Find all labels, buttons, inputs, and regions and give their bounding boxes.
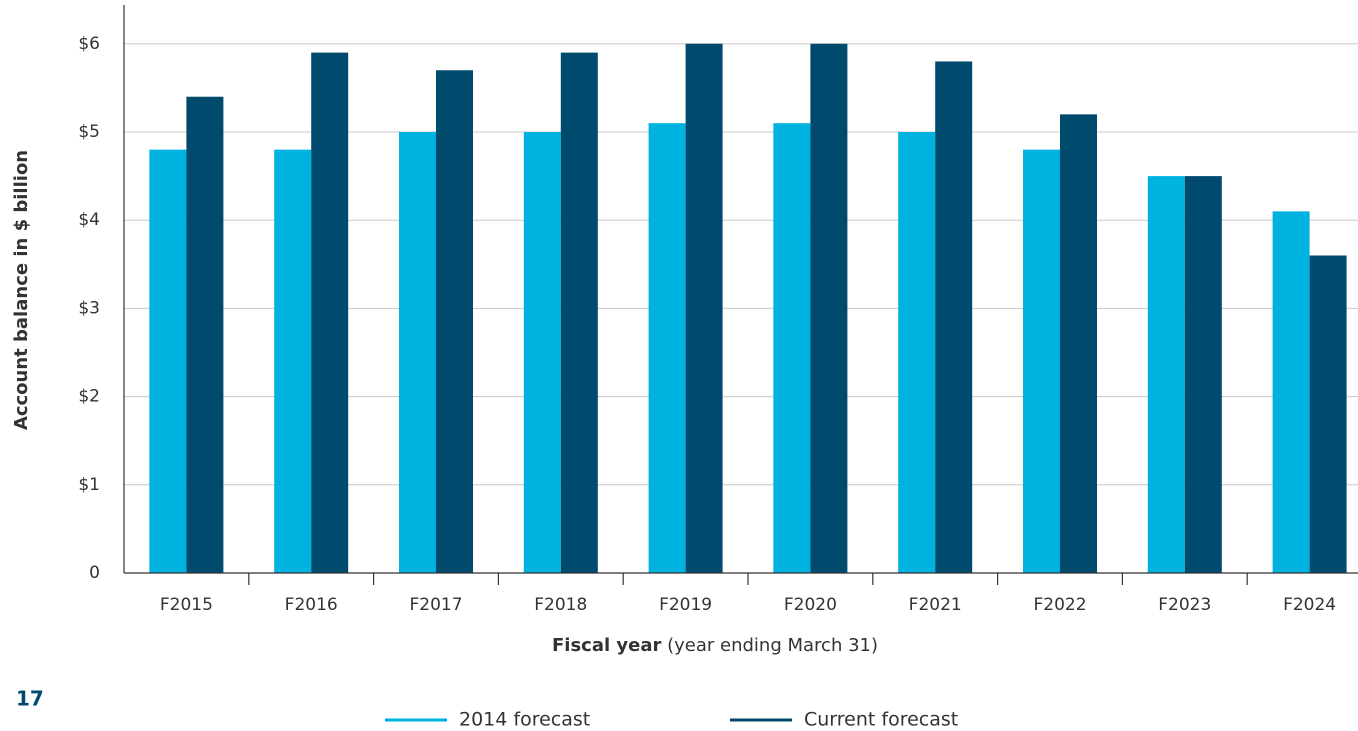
y-tick-label: $4 — [78, 210, 100, 230]
x-tick-label: F2021 — [909, 595, 962, 615]
x-tick-label: F2019 — [659, 595, 712, 615]
bar — [436, 70, 473, 573]
bar — [1309, 255, 1347, 573]
y-tick-label: $2 — [78, 387, 100, 407]
bar — [523, 132, 561, 573]
x-tick-label: F2018 — [534, 595, 587, 615]
bar — [186, 96, 224, 573]
x-axis-label: Fiscal year (year ending March 31) — [552, 635, 878, 656]
bar — [560, 52, 598, 574]
bar — [648, 123, 686, 573]
x-tick-label: F2022 — [1033, 595, 1086, 615]
bar — [773, 123, 811, 573]
bar — [1184, 176, 1222, 573]
y-tick-label: $6 — [78, 34, 100, 54]
page-number: 17 — [16, 687, 44, 711]
legend-label: 2014 forecast — [459, 709, 590, 731]
bar — [935, 61, 973, 573]
x-tick-label: F2020 — [784, 595, 837, 615]
y-tick-label: 0 — [89, 563, 100, 583]
bar — [399, 132, 436, 573]
bar — [311, 52, 349, 574]
bar — [1147, 176, 1185, 573]
x-tick-label: F2024 — [1283, 595, 1336, 615]
y-tick-label: $1 — [78, 475, 100, 495]
x-tick-label: F2017 — [409, 595, 462, 615]
x-axis-label-main: Fiscal year — [552, 635, 662, 656]
bar — [1060, 114, 1097, 574]
bar — [898, 132, 936, 573]
bar — [810, 43, 848, 574]
y-axis-label: Account balance in $ billion — [11, 150, 32, 430]
bar — [1023, 149, 1060, 573]
x-tick-label: F2023 — [1158, 595, 1211, 615]
y-tick-label: $3 — [78, 298, 100, 318]
bar — [274, 149, 312, 573]
x-tick-label: F2015 — [160, 595, 213, 615]
x-axis-label-note: (year ending March 31) — [667, 635, 878, 656]
bar — [149, 149, 187, 573]
legend-label: Current forecast — [804, 709, 958, 731]
bar — [1272, 211, 1310, 574]
bar — [685, 43, 723, 574]
y-tick-label: $5 — [78, 122, 100, 142]
x-tick-label: F2016 — [285, 595, 338, 615]
